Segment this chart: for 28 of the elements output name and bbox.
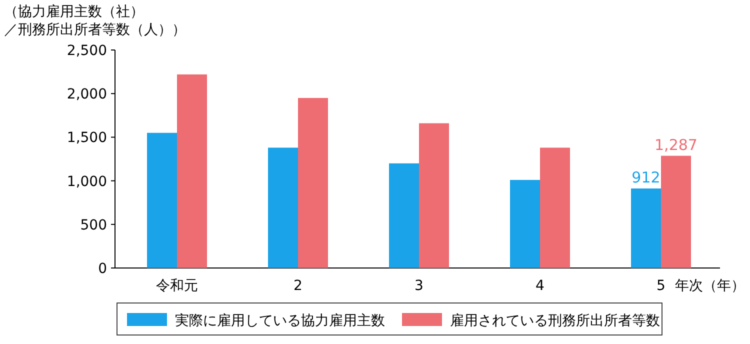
- y-tick-label: 500: [80, 217, 107, 234]
- bar: [177, 74, 207, 268]
- y-tick-label: 2,500: [66, 43, 107, 59]
- bar: [540, 148, 570, 268]
- text: （協力雇用主数（社）: [4, 4, 144, 20]
- x-tick-label: 4: [536, 278, 545, 294]
- bar: [298, 98, 328, 268]
- bar: [389, 163, 419, 268]
- y-tick-label: 1,000: [66, 174, 107, 190]
- data-label: 1,287: [654, 136, 698, 154]
- x-axis-title: 年次（年）: [675, 278, 745, 294]
- bar: [268, 148, 298, 268]
- text: ／刑務所出所者等数（人））: [4, 22, 186, 38]
- x-tick-label: 5: [656, 278, 666, 294]
- y-tick-label: 1,500: [66, 130, 107, 146]
- x-tick-label: 令和元: [156, 278, 198, 294]
- bar: [419, 123, 449, 268]
- y-tick-label: 0: [98, 261, 107, 277]
- bar: [631, 188, 661, 268]
- x-tick-label: 2: [294, 278, 302, 294]
- bar: [510, 180, 540, 268]
- bar: [147, 132, 177, 268]
- legend-label: 雇用されている刑務所出所者等数: [450, 313, 660, 329]
- y-tick-label: 2,000: [66, 86, 107, 103]
- x-tick-label: 3: [414, 278, 424, 294]
- data-label: 912: [632, 168, 660, 186]
- bar: [661, 156, 691, 268]
- legend-label: 実際に雇用している協力雇用主数: [175, 313, 385, 329]
